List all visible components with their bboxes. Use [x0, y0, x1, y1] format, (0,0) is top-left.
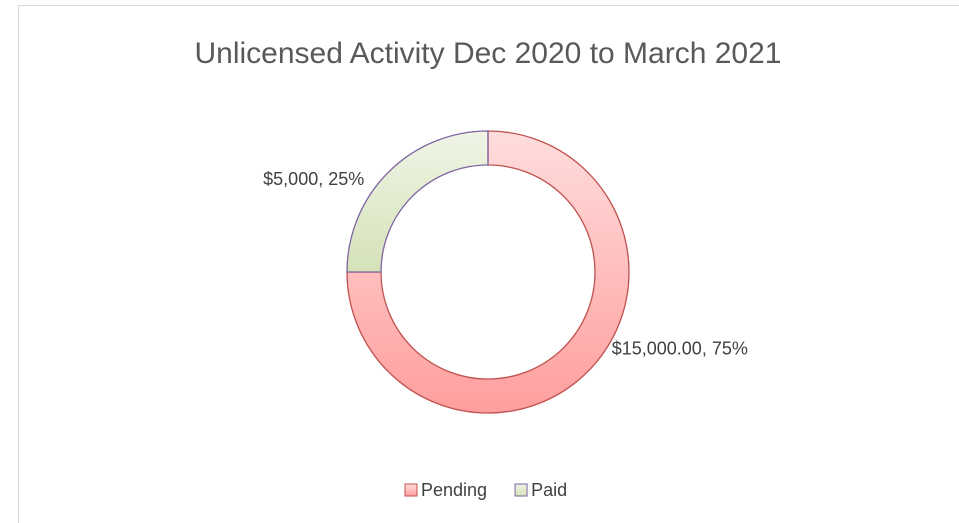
legend-label: Paid: [531, 480, 567, 500]
chart-title: Unlicensed Activity Dec 2020 to March 20…: [195, 37, 782, 70]
legend-swatch: [514, 483, 528, 497]
legend-label: Pending: [421, 480, 487, 500]
chart-frame: [18, 5, 959, 523]
data-label: $15,000.00, 75%: [612, 339, 748, 359]
legend-swatch: [404, 483, 418, 497]
data-label: $5,000, 25%: [263, 169, 364, 189]
donut-slice: [346, 130, 489, 273]
donut-slice: [346, 130, 630, 414]
